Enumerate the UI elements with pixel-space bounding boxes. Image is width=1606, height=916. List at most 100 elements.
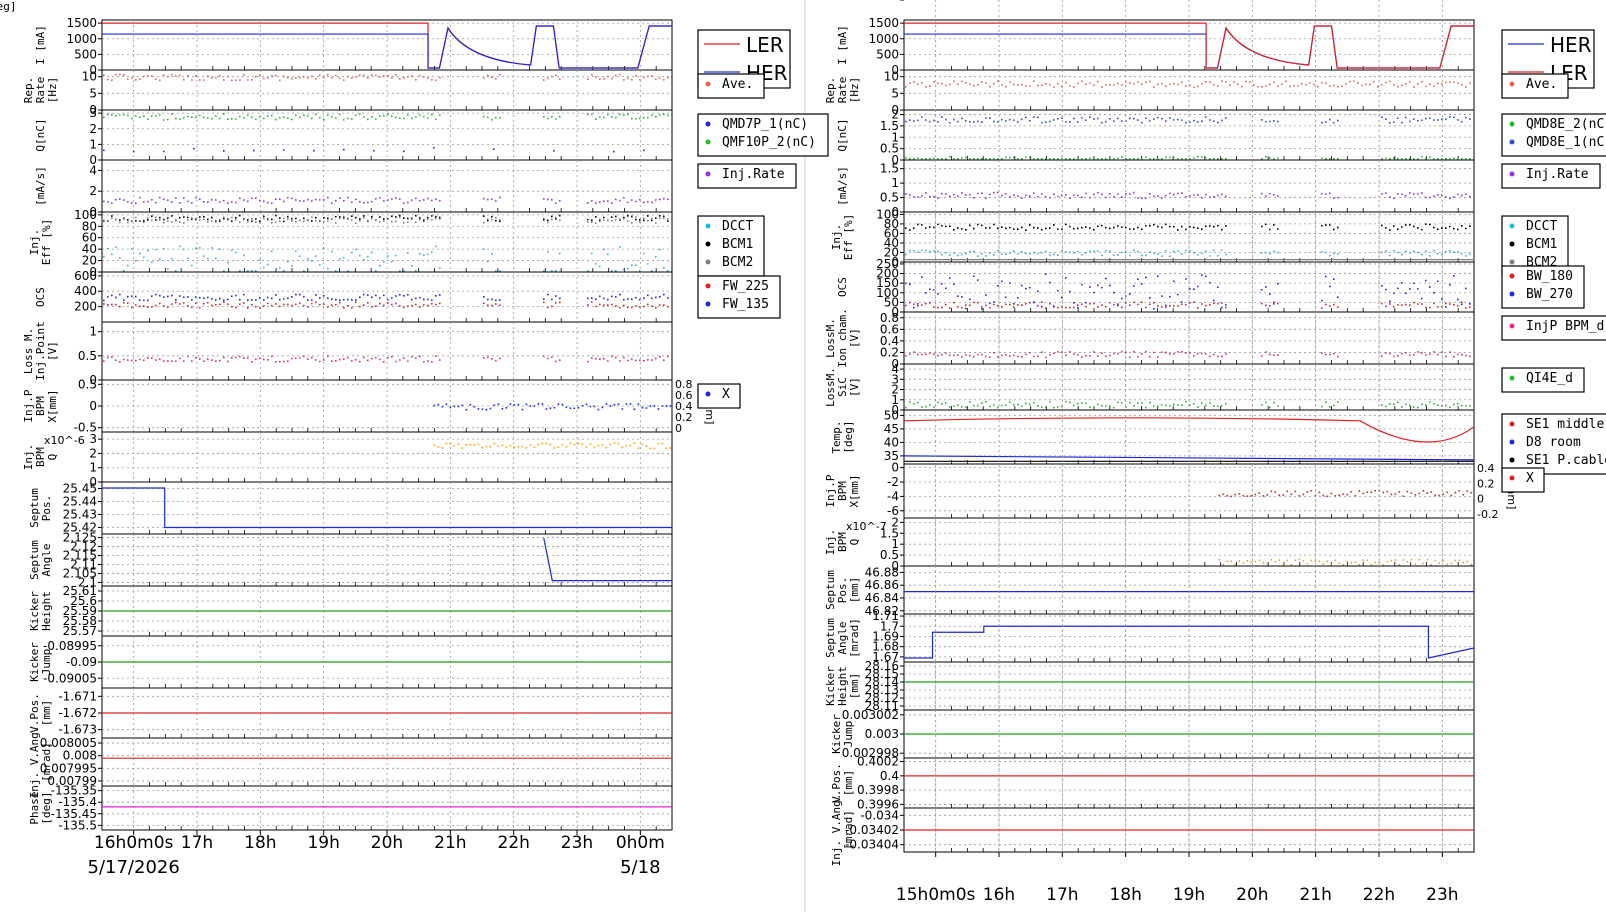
legend: BW_180 BW_270 [1501, 265, 1585, 309]
series-line [543, 537, 672, 582]
y-tick-label: 1 [891, 176, 899, 190]
legend-swatch [705, 391, 711, 397]
y-axis-label-line: Eff [%] [842, 214, 855, 260]
panel-2: 3 21 0 Q[nC] QMD7P_1(nC) QMF10P_2(nC) [34, 106, 829, 167]
y-axis-label-line: Kicker [28, 591, 41, 631]
x-tick-label: 21h [1299, 885, 1331, 905]
x-tick-label: 0h0m [616, 833, 665, 853]
series-points [905, 191, 1471, 200]
y-axis-label: Inj.P BPM X[mm] [824, 474, 861, 507]
y-axis-label: Inj.P BPM X[mm] [22, 389, 59, 422]
y-tick-label: 46.88 [865, 565, 899, 579]
legend: Ave. [1501, 73, 1569, 99]
y-axis-label: Kicker Jump [28, 642, 53, 682]
legend-label: QI4E_d [1526, 371, 1573, 386]
y-tick-label: 97 [884, 0, 899, 3]
y-axis-label-line: Pos. [40, 495, 53, 522]
y-tick-label: 1500 [66, 16, 97, 30]
y-tick-label: 1 [891, 130, 899, 144]
legend-label: X [1526, 471, 1534, 486]
series-line [904, 625, 1475, 659]
y-tick-label: 20 [884, 245, 899, 259]
legend-swatch [1509, 139, 1515, 145]
legend-label: BW_180 [1526, 269, 1573, 284]
y-tick-label: 25.42 [63, 521, 97, 535]
y-tick-label: 25.58 [63, 614, 97, 628]
y-tick-label: 1.68 [872, 640, 899, 654]
y-tick-label: 28.11 [865, 699, 899, 713]
panel-12: 1.711.71.691.681.67 Septum Angle [mrad] [824, 609, 1475, 664]
y-tick-label: 1 [891, 537, 899, 551]
y-axis-label-line: Q[nC] [34, 118, 47, 151]
y-tick-label: 10 [884, 70, 899, 84]
legend-swatch [705, 121, 711, 127]
right-tick-label: 0 [1477, 493, 1484, 506]
y-tick-label: 500 [74, 47, 97, 61]
legend-swatch [1509, 121, 1515, 127]
y-axis-label-line: BPM [34, 447, 47, 467]
right-tick-label: 0.2 [675, 411, 693, 424]
series-trace [102, 487, 672, 529]
y-axis-label: V.Pos. [mm] [28, 693, 53, 733]
panel-1: 10 5 0 Rep. Rate [Hz] Ave. [22, 69, 765, 117]
y-tick-label: 1.5 [880, 162, 899, 176]
legend-box [1501, 413, 1606, 475]
legend: Inj.Rate [1501, 163, 1601, 189]
series-dcct [103, 245, 669, 272]
y-axis-label: Inj. V.Ang. [mrad] [830, 794, 855, 867]
series-points [103, 196, 669, 205]
y-axis-label-line: Kicker [28, 642, 41, 682]
y-tick-label: 25.45 [63, 482, 97, 496]
y-tick-label: 200 [876, 267, 899, 281]
legend-box [697, 113, 829, 157]
y-tick-label: -0.09005 [43, 671, 97, 685]
y-tick-label: 0.4002 [857, 755, 899, 769]
legend-label: Inj.Rate [722, 167, 785, 182]
y-tick-label: 60 [82, 231, 97, 245]
series-points [905, 249, 1471, 258]
x-tick-label: 20h [371, 833, 403, 853]
y-axis-label-line: Inj.Point [34, 321, 47, 381]
y-axis-label-line: [mrad] [40, 742, 53, 782]
y-axis-label-line: BPM [836, 481, 849, 501]
y-axis-label: Inj. BPM Q [22, 444, 59, 471]
y-axis-label-line: V.Pos. [28, 693, 41, 733]
y-tick-label: 2.125 [63, 531, 97, 545]
y-axis-label-line: Inj. [824, 529, 837, 556]
legend-label: BCM1 [1526, 237, 1557, 252]
y-axis-label-line: Rep. [824, 77, 837, 104]
y-axis-label-line: [deg] [0, 0, 17, 13]
y-tick-label: 5 [89, 86, 97, 100]
y-axis-label-line: [Hz] [848, 77, 861, 104]
series-bcm1 [103, 214, 669, 223]
y-axis-label: [mA/s] [34, 166, 47, 206]
x-date-label-left: 5/17/2026 [88, 857, 180, 878]
y-tick-label: 80 [884, 217, 899, 231]
legend-swatch [705, 259, 711, 265]
x-tick-label: 17h [1046, 885, 1078, 905]
legend-swatch [705, 139, 711, 145]
panel-2: 21.510.50 Q[nC] QMD8E_2(nC) QMD8E_1(nC) [836, 108, 1606, 167]
series-points [1218, 489, 1473, 498]
y-axis-label-line: SiC [836, 377, 849, 397]
legend-swatch [1509, 241, 1515, 247]
y-tick-label: 0.00799 [47, 774, 97, 788]
y-axis-label: Loss M. Inj.Point [V] [22, 321, 59, 381]
legend-swatch [1509, 439, 1515, 445]
y-tick-label: 1.71 [872, 609, 899, 623]
y-tick-label: 4 [891, 362, 899, 376]
y-tick-label: 25.6 [70, 594, 97, 608]
legend: X [1501, 467, 1545, 493]
y-axis-label-line: OCS [836, 277, 849, 297]
right-tick-label: 0.4 [675, 400, 693, 413]
y-tick-label: 0.5 [78, 377, 97, 391]
y-axis-label: [mA/s] [836, 166, 849, 206]
legend: QMD7P_1(nC) QMF10P_2(nC) [697, 113, 829, 157]
y-tick-label: 25.61 [63, 584, 97, 598]
series-points [905, 301, 1471, 309]
